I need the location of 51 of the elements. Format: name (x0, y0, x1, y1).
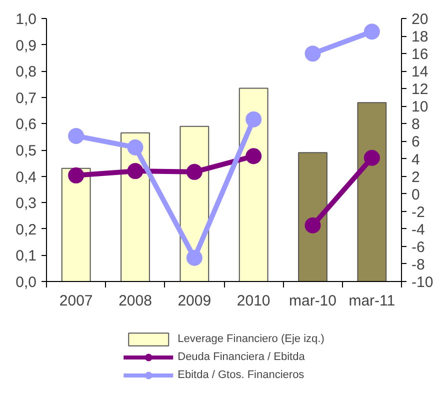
point (364, 150, 380, 166)
y2-tick-label: 12 (412, 81, 428, 98)
point (68, 128, 84, 144)
bar (298, 152, 328, 282)
y-tick-label: 0,8 (16, 64, 37, 81)
y-tick-label: 0,4 (16, 168, 37, 186)
y2-tick-label: 18 (412, 28, 428, 46)
y-tick-label: 1,0 (16, 11, 37, 28)
x-tick-label: 2010 (236, 292, 270, 310)
y2-tick-label: 0 (412, 186, 420, 204)
y2-tick-label: 20 (412, 11, 428, 28)
point (127, 139, 144, 156)
point (246, 148, 262, 164)
y2-tick-label: 6 (412, 134, 420, 151)
y2-tick-label: 16 (412, 46, 428, 64)
x-tick-label: mar-10 (288, 292, 337, 310)
y-tick-label: 0,1 (16, 248, 37, 265)
point (68, 167, 84, 184)
x-tick-label: mar-11 (348, 292, 396, 310)
y2-tick-label: 4 (412, 151, 420, 168)
y-tick-label: 0,7 (16, 90, 37, 107)
point (127, 163, 144, 180)
point (186, 250, 202, 266)
bar (357, 102, 387, 282)
y2-tick-label: -4 (412, 221, 425, 238)
point (186, 164, 202, 180)
y-tick-label: 0,2 (16, 221, 37, 238)
y-tick-label: 0,3 (16, 195, 37, 212)
y2-tick-label: 14 (412, 64, 428, 81)
y2-tick-label: -8 (412, 256, 425, 274)
point (246, 111, 262, 128)
x-tick-label: 2009 (178, 292, 212, 310)
legend-label: Deuda Financiera / Ebitda (178, 350, 305, 365)
x-tick-label: 2008 (118, 292, 152, 310)
point (364, 24, 380, 40)
y2-tick-label: -10 (412, 274, 434, 291)
point (304, 217, 321, 234)
x-tick-label: 2007 (59, 292, 93, 310)
y-tick-label: 0,9 (16, 37, 37, 54)
legend-label: Ebitda / Gtos. Financieros (178, 368, 304, 383)
y2-tick-label: -2 (412, 204, 425, 221)
y2-tick-label: -6 (412, 238, 425, 256)
y-tick-label: 0,6 (16, 116, 37, 134)
bar (61, 168, 91, 282)
point (304, 46, 321, 62)
legend-label: Leverage Financiero (Eje izq.) (178, 332, 324, 347)
y-tick-label: 0,5 (16, 142, 37, 160)
y2-tick-label: 2 (412, 168, 420, 186)
y2-tick-label: 8 (412, 116, 420, 134)
y-tick-label: 0,0 (16, 274, 37, 291)
y2-tick-label: 10 (412, 98, 428, 116)
